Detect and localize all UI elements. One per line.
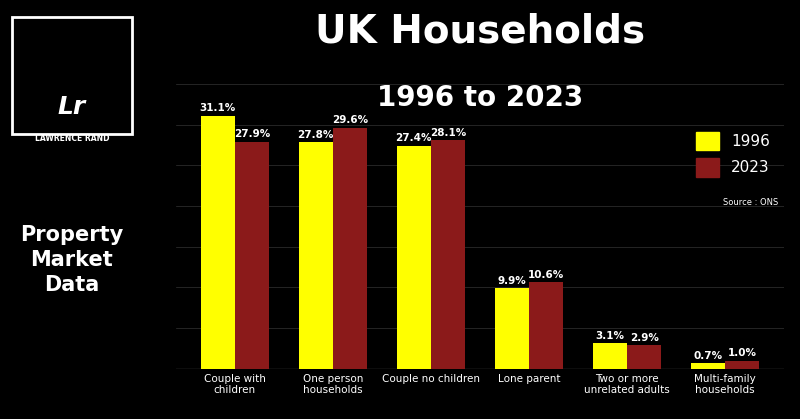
Text: UK Households: UK Households (315, 13, 645, 51)
Bar (298, 142, 333, 369)
Text: 2.9%: 2.9% (630, 333, 658, 343)
Bar (725, 361, 759, 369)
Bar (593, 344, 627, 369)
Text: 28.1%: 28.1% (430, 127, 466, 137)
Bar (235, 142, 269, 369)
Text: 29.6%: 29.6% (332, 115, 368, 125)
Text: 27.9%: 27.9% (234, 129, 270, 139)
Text: Property
Market
Data: Property Market Data (20, 225, 124, 295)
Text: 31.1%: 31.1% (199, 103, 236, 113)
Legend: 1996, 2023: 1996, 2023 (690, 126, 776, 183)
Text: 3.1%: 3.1% (595, 331, 625, 341)
Bar (397, 146, 431, 369)
Bar (333, 128, 367, 369)
Bar (529, 282, 563, 369)
Bar (627, 345, 662, 369)
Text: 0.7%: 0.7% (694, 351, 722, 361)
Text: Lr: Lr (58, 95, 86, 119)
Bar (201, 116, 235, 369)
Bar (494, 288, 529, 369)
Text: 27.8%: 27.8% (298, 130, 334, 140)
Text: LAWRENCE RAND: LAWRENCE RAND (34, 134, 110, 143)
Bar (431, 140, 466, 369)
Text: 27.4%: 27.4% (395, 133, 432, 143)
Text: 1996 to 2023: 1996 to 2023 (377, 84, 583, 112)
Text: 1.0%: 1.0% (728, 348, 757, 358)
Bar (691, 363, 725, 369)
Text: 9.9%: 9.9% (498, 276, 526, 286)
Text: Source : ONS: Source : ONS (722, 198, 778, 207)
Text: 10.6%: 10.6% (528, 270, 564, 280)
